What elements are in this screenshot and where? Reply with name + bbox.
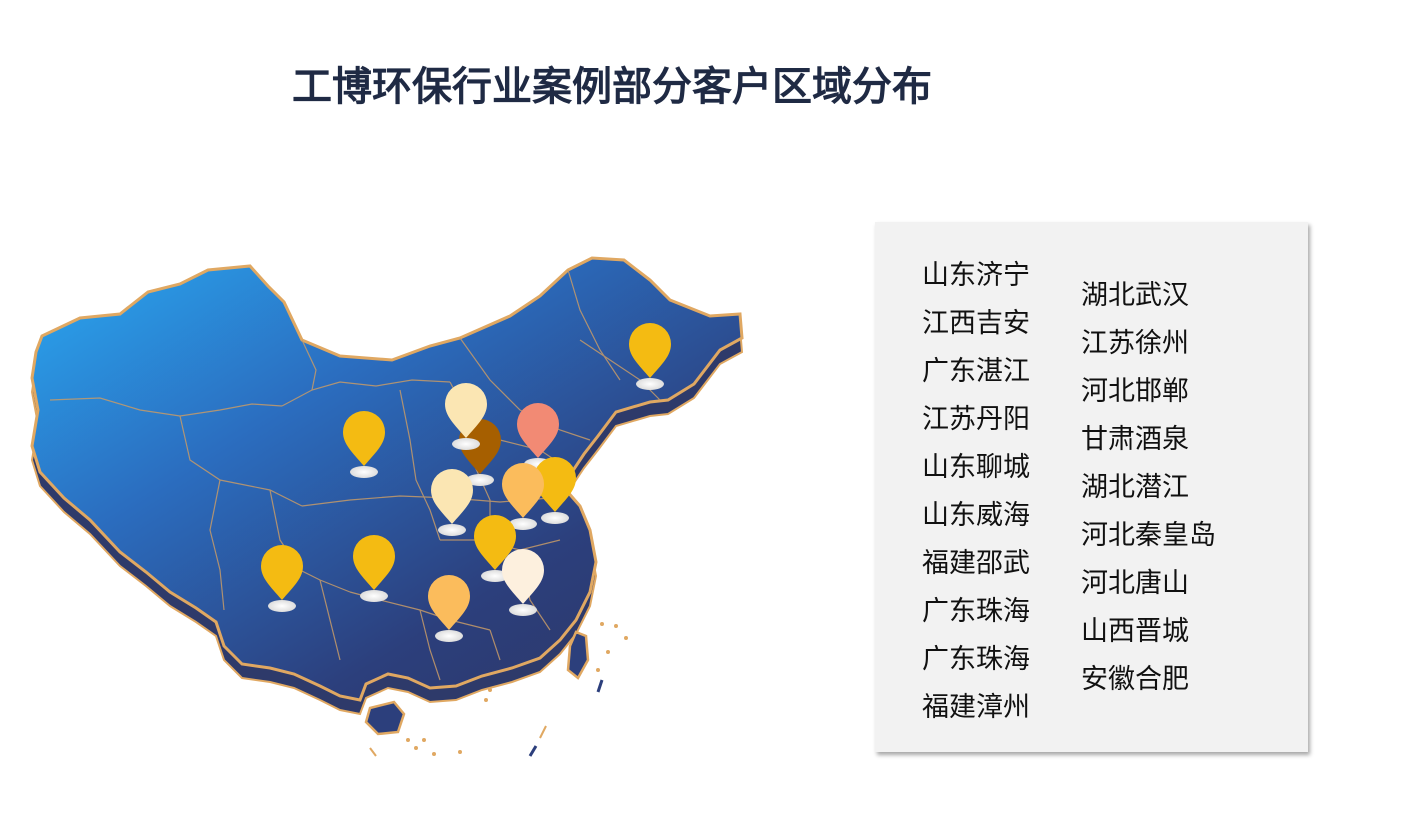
customer-region-item: 广东珠海 (922, 596, 1030, 627)
map-markers (261, 323, 671, 642)
customer-region-item: 广东湛江 (922, 356, 1030, 387)
customer-region-item: 甘肃酒泉 (1081, 424, 1189, 455)
customer-region-item: 山西晋城 (1081, 616, 1189, 647)
page-title: 工博环保行业案例部分客户区域分布 (292, 64, 932, 110)
hainan-island (364, 700, 406, 736)
marker-shaanxi[interactable] (431, 469, 473, 536)
customer-list-left: 山东济宁 江西吉安 广东湛江 江苏丹阳 山东聊城 山东威海 福建邵武 广东珠海 … (922, 252, 1030, 732)
marker-shandong[interactable] (534, 457, 576, 524)
customer-region-item: 湖北潜江 (1081, 472, 1189, 503)
customer-region-item: 安徽合肥 (1081, 664, 1189, 695)
south-sea-islands (369, 622, 628, 757)
china-map (20, 240, 760, 770)
customer-region-item: 江苏徐州 (1081, 328, 1189, 359)
marker-gansu[interactable] (343, 411, 385, 478)
customer-region-item: 河北秦皇岛 (1081, 520, 1216, 551)
customer-region-panel: 山东济宁 江西吉安 广东湛江 江苏丹阳 山东聊城 山东威海 福建邵武 广东珠海 … (875, 222, 1308, 752)
marker-henan[interactable] (502, 463, 544, 530)
customer-region-item: 江西吉安 (922, 308, 1030, 339)
customer-list-right: 湖北武汉 江苏徐州 河北邯郸 甘肃酒泉 湖北潜江 河北秦皇岛 河北唐山 山西晋城… (1081, 272, 1216, 704)
marker-hubei[interactable] (474, 515, 516, 582)
marker-guizhou[interactable] (353, 535, 395, 602)
customer-region-item: 山东威海 (922, 500, 1030, 531)
customer-region-item: 河北唐山 (1081, 568, 1189, 599)
customer-region-item: 江苏丹阳 (922, 404, 1030, 435)
marker-hunan[interactable] (428, 575, 470, 642)
marker-yunnan[interactable] (261, 545, 303, 612)
marker-heilongjiang[interactable] (629, 323, 671, 390)
map-body (30, 256, 744, 702)
customer-region-item: 福建邵武 (922, 548, 1030, 579)
customer-region-item: 福建漳州 (922, 692, 1030, 723)
customer-region-item: 广东珠海 (922, 644, 1030, 675)
taiwan-island (566, 630, 590, 680)
china-map-svg (30, 256, 744, 757)
customer-region-item: 山东聊城 (922, 452, 1030, 483)
customer-region-item: 河北邯郸 (1081, 376, 1189, 407)
customer-region-item: 湖北武汉 (1081, 280, 1189, 311)
marker-anhui[interactable] (502, 549, 544, 616)
marker-inner-mongolia[interactable] (445, 383, 487, 450)
customer-region-item: 山东济宁 (922, 260, 1030, 291)
